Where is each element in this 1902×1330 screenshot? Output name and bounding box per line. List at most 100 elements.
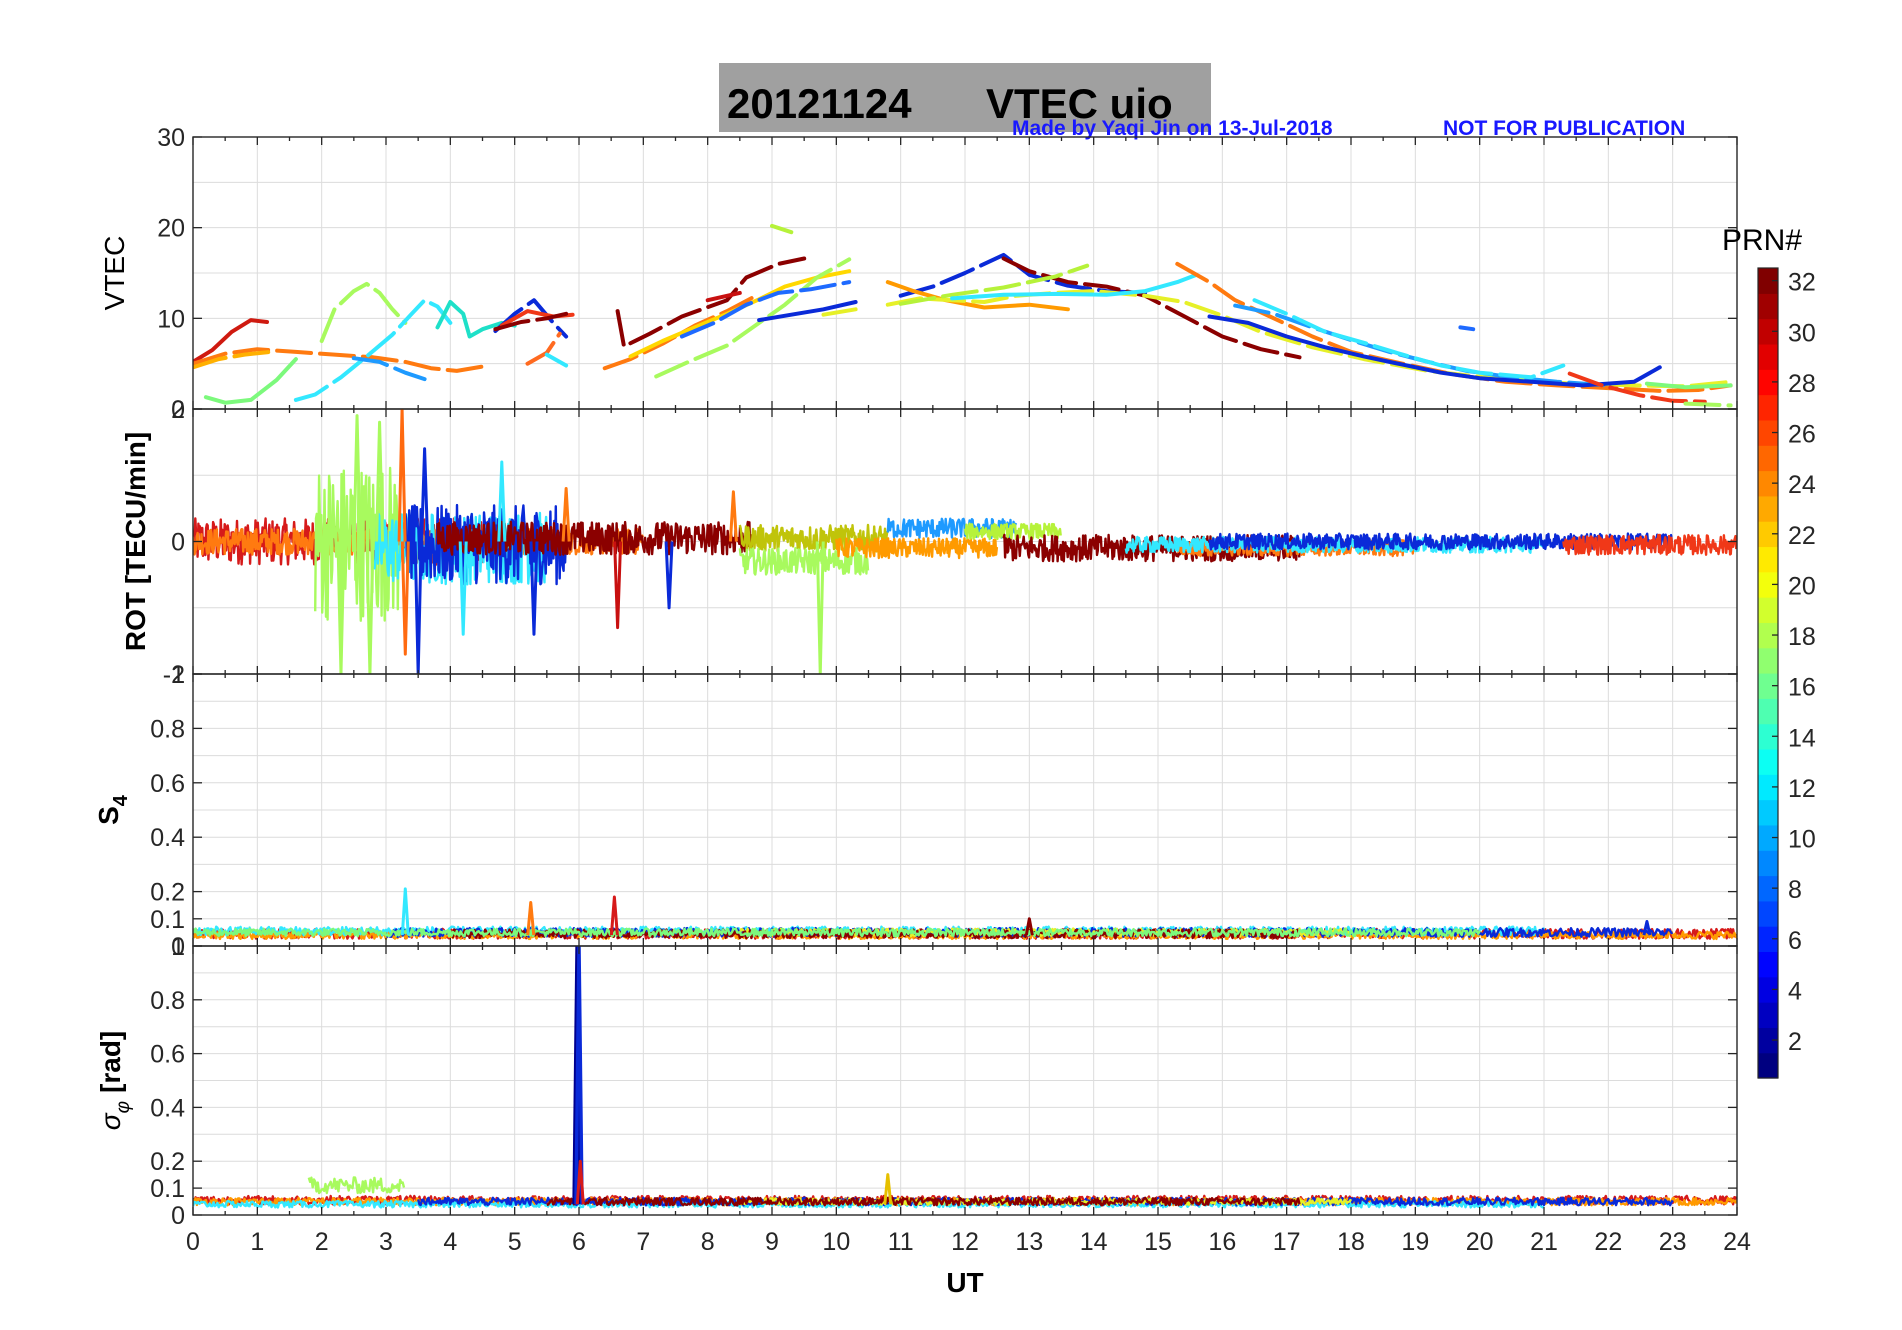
x-tick-label: 6 xyxy=(572,1228,586,1256)
x-tick-label: 5 xyxy=(508,1228,522,1256)
y-tick-label: 0 xyxy=(171,1202,185,1230)
vtec-series-14 xyxy=(602,295,755,371)
y-axis-label-sigma: σφ [rad] xyxy=(95,1031,134,1131)
vtec-series-24 xyxy=(885,280,1070,312)
y-axis-label-main: σ xyxy=(95,1112,126,1130)
y-axis-label-s4: S4 xyxy=(93,794,132,825)
colorbar-tick-label: 26 xyxy=(1788,421,1816,449)
x-tick-label: 17 xyxy=(1273,1228,1301,1256)
colorbar-cell xyxy=(1758,495,1778,522)
title-label: VTEC uio xyxy=(986,80,1173,127)
colorbar-cell xyxy=(1758,419,1778,446)
x-tick-label: 22 xyxy=(1594,1228,1622,1256)
notice-text: NOT FOR PUBLICATION xyxy=(1443,117,1685,140)
rot-spike-12 xyxy=(664,541,674,610)
vtec-series-12 xyxy=(544,352,569,368)
rot-spike-5 xyxy=(400,541,410,656)
colorbar-tick-label: 22 xyxy=(1788,522,1816,550)
series-group xyxy=(193,887,1737,941)
rot-spike-3 xyxy=(375,420,385,542)
sigma_phi-spike-2 xyxy=(575,1159,585,1205)
title-box xyxy=(719,63,1211,132)
x-tick-label: 0 xyxy=(186,1228,200,1256)
colorbar-cell xyxy=(1758,673,1778,699)
rot-spike-4 xyxy=(397,409,407,542)
y-tick-label: 0.4 xyxy=(150,1094,185,1122)
colorbar-cell xyxy=(1758,597,1778,623)
colorbar-cell xyxy=(1758,951,1778,978)
panel-vtec: 0 10 20 30 VTEC xyxy=(99,124,1738,424)
vtec-series-16 xyxy=(654,257,852,379)
rot-spike-11 xyxy=(613,541,623,630)
rot-series-5 xyxy=(436,520,754,556)
vtec-series-26 xyxy=(898,263,1090,306)
vtec-series-17 xyxy=(679,280,852,339)
colorbar-tick-label: 28 xyxy=(1788,370,1816,398)
colorbar-tick-label: 6 xyxy=(1788,927,1802,955)
y-tick-label: 0 xyxy=(171,396,185,424)
colorbar-cell xyxy=(1758,622,1778,649)
colorbar-cell xyxy=(1758,470,1778,497)
colorbar-tick-label: 12 xyxy=(1788,775,1816,803)
rot-spike-9 xyxy=(497,460,507,542)
colorbar-cell xyxy=(1758,748,1778,775)
colorbar-tick-label: 30 xyxy=(1788,319,1816,347)
sigma_phi-spike-3 xyxy=(883,1173,893,1205)
sigma_phi-spike-1 xyxy=(574,946,584,1205)
colorbar-cell xyxy=(1758,268,1778,294)
vtec-series-19 xyxy=(770,223,794,235)
rot-series-14 xyxy=(1208,532,1674,551)
x-tick-label: 16 xyxy=(1208,1228,1236,1256)
data-sigma_phi xyxy=(193,946,1737,1209)
colorbar-cell xyxy=(1758,723,1778,750)
colorbar-cell xyxy=(1758,1002,1778,1028)
x-tick-label: 12 xyxy=(951,1228,979,1256)
colorbar-tick-label: 2 xyxy=(1788,1028,1802,1056)
data-s4 xyxy=(193,887,1737,941)
rot-spike-13 xyxy=(815,541,825,674)
title-date: 20121124 xyxy=(727,80,912,127)
y-tick-label: 0 xyxy=(171,529,185,557)
s4-spike-3 xyxy=(1024,917,1034,936)
x-tick-label: 24 xyxy=(1723,1228,1751,1256)
y-tick-label: 30 xyxy=(157,124,185,152)
x-tick-label: 9 xyxy=(765,1228,779,1256)
rot-spike-14 xyxy=(561,487,571,542)
credit-text: Made by Yaqi Jin on 13-Jul-2018 xyxy=(1012,117,1333,140)
rot-series-15 xyxy=(1562,533,1737,556)
colorbar-cell xyxy=(1758,875,1778,902)
sigma_phi-series-6 xyxy=(307,1176,406,1195)
x-tick-label: 3 xyxy=(379,1228,393,1256)
colorbar-tick-label: 20 xyxy=(1788,572,1816,600)
y-tick-label: 0 xyxy=(171,933,185,961)
y-axis-label-unit: [rad] xyxy=(95,1031,126,1093)
colorbar-cell xyxy=(1758,445,1778,472)
rot-spike-6 xyxy=(413,541,423,674)
rot-spike-10 xyxy=(529,541,539,636)
colorbar-tick-label: 24 xyxy=(1788,471,1816,499)
colorbar-tick-label: 4 xyxy=(1788,977,1802,1005)
colorbar-cell xyxy=(1758,318,1778,345)
y-axis-label-rot: ROT [TECU/min] xyxy=(120,432,151,651)
sigma_phi-spike-0 xyxy=(572,946,582,1205)
vtec-series-2 xyxy=(193,349,273,370)
x-tick-label: 23 xyxy=(1659,1228,1687,1256)
colorbar-cell xyxy=(1758,571,1778,598)
rot-series-8 xyxy=(835,537,999,560)
vtec-series-8 xyxy=(493,298,569,339)
vtec-series-5 xyxy=(293,298,453,402)
y-tick-label: 1 xyxy=(171,933,185,961)
vtec-series-34 xyxy=(1683,401,1733,408)
y-tick-label: 2 xyxy=(171,396,185,424)
colorbar-cell xyxy=(1758,799,1778,826)
data-vtec xyxy=(193,223,1733,408)
colorbar-cell xyxy=(1758,1052,1778,1079)
x-tick-label: 13 xyxy=(1015,1228,1043,1256)
series-group xyxy=(193,223,1733,408)
colorbar-tick-label: 8 xyxy=(1788,876,1802,904)
colorbar-tick-label: 18 xyxy=(1788,623,1816,651)
